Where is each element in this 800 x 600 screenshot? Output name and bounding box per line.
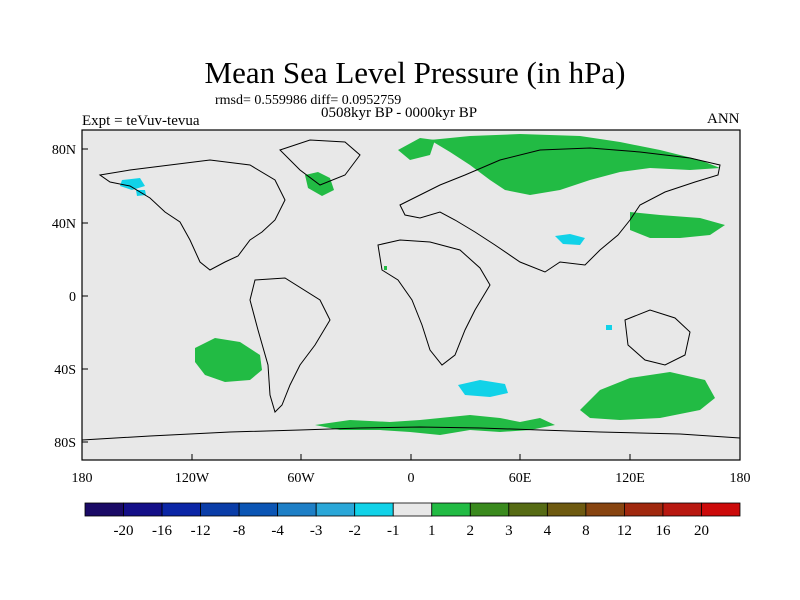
colorbar-label: -8 bbox=[233, 523, 246, 539]
latitude-tick-label: 40S bbox=[54, 363, 76, 378]
colorbar-label: -2 bbox=[348, 523, 361, 539]
colorbar-label: -3 bbox=[310, 523, 323, 539]
colorbar-label: -12 bbox=[191, 523, 211, 539]
anomaly-region-antarctic-coast bbox=[315, 415, 555, 435]
colorbar-swatch bbox=[200, 502, 240, 517]
colorbar-label: 8 bbox=[582, 523, 590, 539]
colorbar-swatch bbox=[277, 502, 317, 517]
anomaly-region-greenland-sea bbox=[305, 172, 334, 196]
anomaly-region-north-atlantic bbox=[398, 138, 435, 160]
colorbar-swatch bbox=[238, 502, 279, 517]
anomaly-region-indian-ocean bbox=[458, 380, 508, 397]
coastline-europe-asia bbox=[399, 147, 721, 273]
longitude-tick-label: 180 bbox=[72, 471, 93, 486]
latitude-tick-label: 80N bbox=[52, 143, 76, 158]
season-label: ANN bbox=[707, 111, 740, 127]
colorbar-swatch bbox=[354, 502, 394, 517]
colorbar-label: -1 bbox=[387, 523, 400, 539]
latitude-axis: 80N 40N 0 40S 80S bbox=[52, 143, 88, 451]
negative-anomaly-regions bbox=[120, 178, 612, 397]
colorbar-label: 16 bbox=[655, 523, 671, 539]
anomaly-region-small bbox=[384, 266, 387, 270]
longitude-tick-label: 60W bbox=[287, 471, 315, 486]
coastline-australia bbox=[624, 309, 691, 366]
colorbar-label: 3 bbox=[505, 523, 513, 539]
colorbar-swatch bbox=[701, 502, 741, 517]
anomaly-region-central-asia bbox=[555, 234, 585, 245]
anomaly-region-south-pacific bbox=[195, 338, 262, 382]
latitude-tick-label: 0 bbox=[69, 290, 76, 305]
longitude-tick-label: 120W bbox=[175, 471, 210, 486]
coastline-africa bbox=[377, 239, 491, 366]
colorbar-label: -20 bbox=[114, 523, 134, 539]
colorbar-swatch bbox=[662, 502, 702, 517]
colorbar-swatch bbox=[431, 502, 471, 517]
longitude-tick-label: 180 bbox=[730, 471, 751, 486]
coastline-greenland bbox=[279, 139, 361, 186]
colorbar-label: 4 bbox=[544, 523, 552, 539]
coastline-antarctica bbox=[81, 426, 741, 441]
anomaly-region-alaska bbox=[120, 178, 145, 190]
longitude-tick-label: 120E bbox=[615, 471, 645, 486]
latitude-tick-label: 80S bbox=[54, 436, 76, 451]
colorbar-swatch bbox=[585, 502, 625, 517]
longitude-tick-label: 0 bbox=[408, 471, 415, 486]
plot-title: Mean Sea Level Pressure (in hPa) bbox=[204, 55, 626, 90]
colorbar-label: 12 bbox=[617, 523, 632, 539]
longitude-axis: 180 120W 60W 0 60E 120E 180 bbox=[72, 454, 751, 486]
colorbar-swatch bbox=[469, 502, 510, 517]
experiment-label: Expt = teVuv-tevua bbox=[82, 113, 200, 129]
colorbar-swatch bbox=[161, 502, 201, 517]
anomaly-region-southern-ocean bbox=[580, 372, 715, 420]
positive-anomaly-regions bbox=[195, 134, 725, 435]
colorbar-swatch bbox=[84, 502, 124, 517]
colorbar-label: 1 bbox=[428, 523, 436, 539]
colorbar-label: -16 bbox=[152, 523, 172, 539]
colorbar-swatch bbox=[315, 502, 356, 517]
colorbar-label: 20 bbox=[694, 523, 709, 539]
anomaly-region-siberia bbox=[430, 134, 720, 195]
colorbar-swatch bbox=[392, 502, 433, 517]
colorbar-label: 2 bbox=[467, 523, 475, 539]
coastlines bbox=[81, 139, 741, 441]
colorbar: -20 -16 -12 -8 -4 -3 -2 -1 1 2 3 4 8 12 16 20 bbox=[84, 502, 741, 539]
anomaly-region-north-pacific bbox=[630, 212, 725, 238]
longitude-tick-label: 60E bbox=[509, 471, 532, 486]
coastline-south-america bbox=[249, 277, 331, 413]
colorbar-swatch bbox=[624, 502, 664, 517]
colorbar-swatch bbox=[123, 502, 163, 517]
latitude-tick-label: 40N bbox=[52, 217, 76, 232]
coastline-north-america bbox=[98, 159, 286, 271]
colorbar-swatch bbox=[508, 502, 548, 517]
anomaly-region-indonesia bbox=[606, 325, 612, 330]
colorbar-label: -4 bbox=[271, 523, 284, 539]
period-text: 0508kyr BP - 0000kyr BP bbox=[321, 105, 478, 121]
stats-text: rmsd= 0.559986 diff= 0.0952759 bbox=[215, 93, 402, 108]
colorbar-swatch bbox=[546, 502, 587, 517]
